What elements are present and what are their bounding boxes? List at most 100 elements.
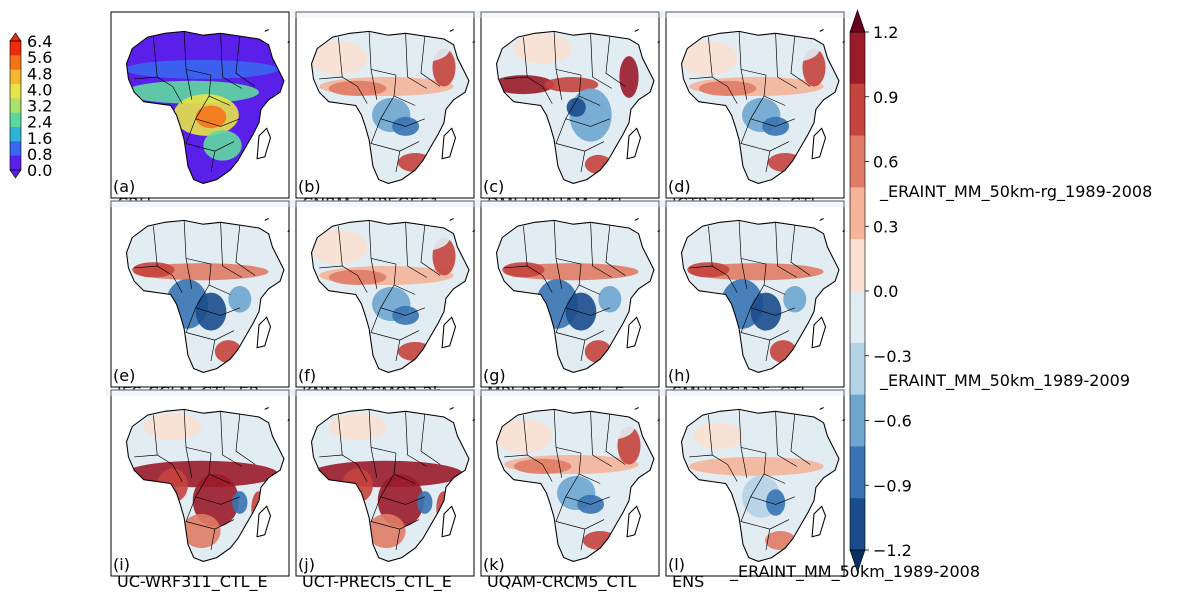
panel-grid: (a)CRU(b)CNRM-ARPEGE51(c)DMI-HIRHAM_CTL(…: [105, 10, 853, 592]
obs-colorbar-segment: [10, 98, 21, 113]
field-patch: [660, 199, 853, 208]
field-patch: [417, 491, 433, 514]
map-panel: (l)ENS: [660, 388, 853, 591]
africa-field: [311, 220, 469, 373]
map-panel: (c)DMI-HIRHAM_CTL: [475, 10, 668, 214]
field-patch: [290, 388, 483, 397]
obs-colorbar-tick-label: 1.6: [27, 129, 52, 148]
field-patch: [377, 474, 424, 528]
panel-letter: (d): [668, 177, 691, 196]
panel-letter: (e): [113, 366, 135, 385]
panel-letter: (g): [483, 366, 506, 385]
field-patch: [182, 513, 221, 549]
map-panel: (i)UC-WRF311_CTL_E: [105, 388, 298, 592]
field-patch: [228, 285, 252, 313]
field-patch: [328, 413, 387, 440]
africa-map: [290, 199, 483, 373]
field-patch: [783, 285, 807, 313]
field-patch: [399, 35, 450, 62]
field-patch: [565, 292, 597, 331]
africa-map: [290, 388, 483, 562]
field-patch: [660, 388, 853, 397]
obs-colorbar-tick-label: 6.4: [27, 32, 52, 51]
field-patch: [496, 418, 553, 454]
field-patch: [399, 224, 450, 251]
map-panel: (d)ICTP-REGCM3_CTL: [660, 10, 853, 214]
field-patch: [475, 388, 668, 397]
bias-colorbar-tick-label: 0.3: [873, 217, 898, 236]
field-patch: [195, 292, 227, 331]
panel-letter: (c): [483, 177, 504, 196]
field-patch: [132, 262, 175, 278]
field-patch: [311, 229, 368, 265]
obs-colorbar-segment: [10, 127, 21, 142]
bias-colorbar-tick-label: −0.3: [873, 347, 912, 366]
field-patch: [502, 262, 545, 278]
obs-colorbar-tick-label: 3.2: [27, 97, 52, 116]
obs-colorbar-frame: [9, 40, 22, 171]
field-patch: [698, 80, 757, 96]
field-patch: [475, 199, 668, 208]
obs-colorbar-bottom-arrow: [9, 169, 22, 179]
bias-colorbar-tick-label: 0.6: [873, 153, 898, 172]
bias-colorbar-segment: [850, 239, 865, 292]
field-patch: [769, 35, 820, 62]
africa-map: [125, 28, 291, 184]
field-patch: [693, 422, 743, 450]
obs-colorbar-segment: [10, 155, 21, 171]
field-patch: [785, 424, 824, 448]
panel-model-name: UQAM-CRCM5_CTL: [487, 572, 636, 592]
bias-colorbar-tick-label: −0.6: [873, 412, 912, 431]
map-panel: (e)IES-CCLM_CTL_ER: [105, 199, 298, 403]
field-patch: [311, 40, 368, 76]
obs-colorbar-segment: [10, 84, 21, 99]
panel-letter: (l): [668, 555, 685, 574]
map-panel: (h)SMHI-RCA35_CTL: [660, 199, 853, 403]
row-suffix-1: _ERAINT_MM_50km-rg_1989-2008: [879, 182, 1152, 202]
panel-letter: (a): [113, 177, 135, 196]
field-patch: [290, 199, 483, 208]
bias-colorbar-segment: [850, 83, 865, 136]
bias-colorbar-segment: [850, 187, 865, 240]
bias-colorbar-segment: [850, 291, 865, 344]
panel-letter: (b): [298, 177, 321, 196]
obs-colorbar-segment: [10, 55, 21, 70]
field-patch: [105, 199, 298, 208]
field-patch: [126, 80, 260, 104]
field-patch: [496, 75, 555, 95]
field-patch: [619, 56, 639, 98]
obs-colorbar-segment: [10, 112, 21, 128]
field-patch: [687, 262, 730, 278]
obs-colorbar-top-arrow: [9, 32, 22, 42]
field-patch: [203, 130, 242, 161]
obs-colorbar-tick-label: 2.4: [27, 113, 52, 132]
field-patch: [513, 458, 572, 474]
map-panel: (a)CRU: [110, 11, 291, 213]
panel-letter: (k): [483, 555, 505, 574]
panel-letter: (f): [298, 366, 316, 385]
obs-colorbar-segment: [10, 41, 21, 56]
map-panel: (f)KNMI-RACMO2.2b: [290, 199, 483, 402]
map-panel: (j)UCT-PRECIS_CTL_E: [290, 388, 483, 592]
field-patch: [584, 413, 635, 440]
map-panel: (g)MPI-REMO_CTL_E: [475, 199, 668, 403]
field-patch: [328, 269, 387, 285]
bias-colorbar-segment: [850, 498, 865, 551]
bias-colorbar-tick-label: 0.9: [873, 88, 898, 107]
field-patch: [766, 489, 786, 516]
field-patch: [328, 80, 387, 96]
panel-letter: (j): [298, 555, 315, 574]
bias-colorbar-segment: [850, 446, 865, 499]
obs-colorbar-tick-label: 0.8: [27, 145, 52, 164]
panel-letter: (h): [668, 366, 691, 385]
field-patch: [290, 10, 483, 19]
obs-colorbar: 6.45.64.84.03.22.41.60.80.0: [9, 32, 52, 180]
bias-colorbar-segment: [850, 32, 865, 85]
panel-letter: (i): [113, 555, 130, 574]
row-suffix-labels: _ERAINT_MM_50km-rg_1989-2008 _ERAINT_MM_…: [729, 182, 1152, 582]
field-patch: [232, 491, 248, 514]
field-patch: [513, 33, 572, 64]
bias-colorbar-segment: [850, 342, 865, 395]
field-patch: [750, 292, 782, 331]
